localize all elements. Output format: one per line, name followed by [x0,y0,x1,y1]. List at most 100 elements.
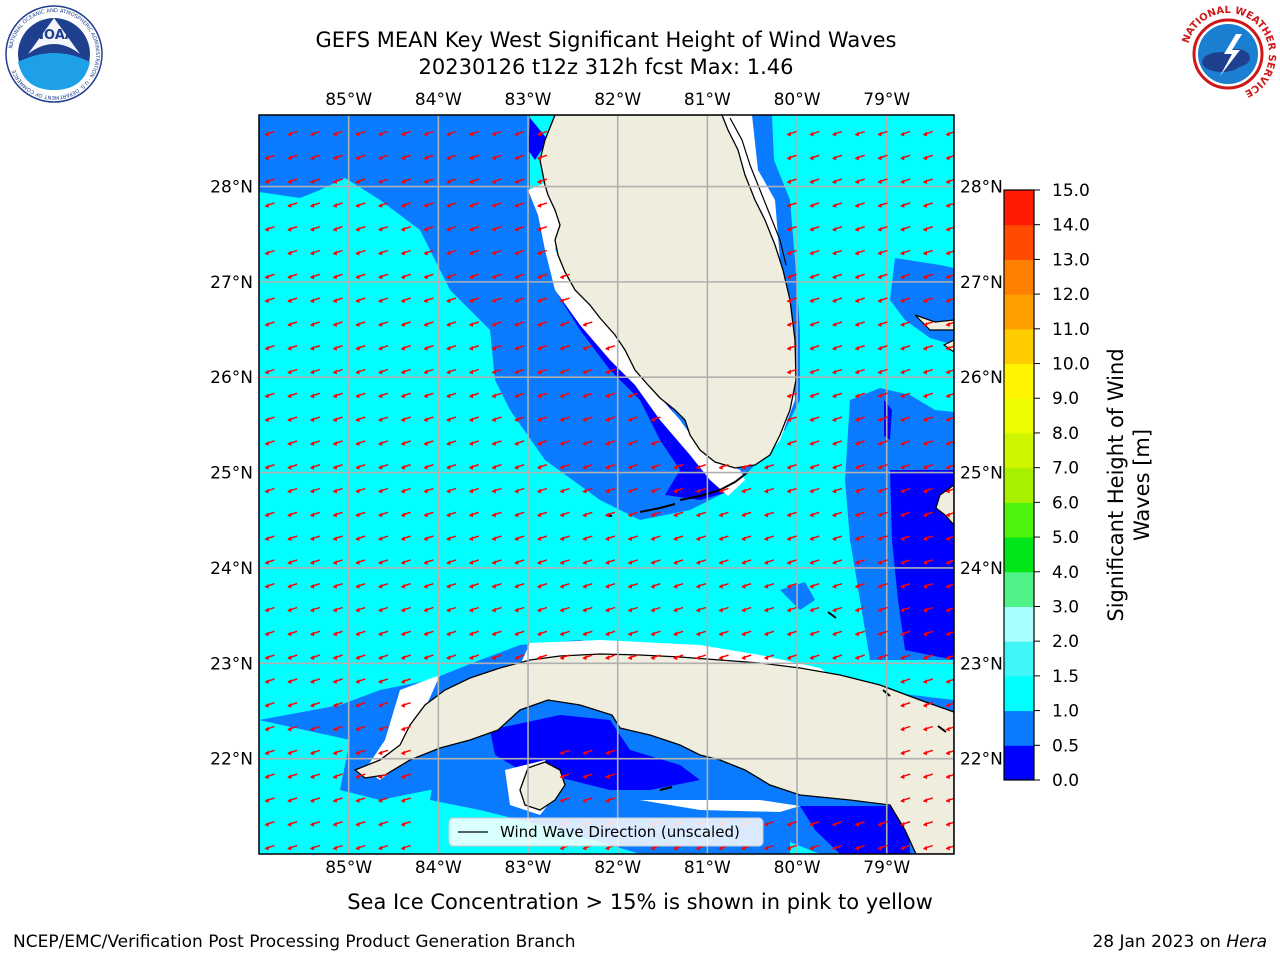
wave-direction-arrow [514,464,525,470]
wave-direction-arrow [491,559,502,565]
wave-direction-arrow [400,583,411,589]
lon-tick-label: 85°W [325,90,372,110]
lon-tick-label: 84°W [415,858,462,878]
wave-direction-arrow [514,321,525,327]
wave-direction-arrow [264,226,275,232]
wave-direction-arrow [945,488,954,494]
wave-direction-arrow [423,511,434,518]
colorbar-segment [1004,571,1034,607]
wave-direction-arrow [378,178,389,184]
wave-direction-arrow [423,559,434,565]
wave-direction-arrow [332,154,343,161]
wave-direction-arrow [491,202,502,208]
wave-direction-arrow [332,797,343,803]
wave-direction-arrow [605,749,616,756]
wave-direction-arrow [922,178,934,184]
wave-direction-arrow [854,583,865,589]
wave-direction-arrow [900,440,911,446]
wave-direction-arrow [582,797,593,803]
wave-direction-arrow [786,297,797,303]
wave-direction-arrow [900,749,911,756]
lat-tick-label: 27°N [960,273,1003,293]
wave-direction-arrow [309,297,321,303]
wave-direction-arrow [605,654,616,660]
wave-direction-arrow [854,821,865,827]
wave-direction-arrow [355,345,366,351]
wave-direction-arrow [559,797,570,803]
wave-direction-arrow [355,535,366,541]
wave-direction-arrow [809,154,820,161]
wave-direction-arrow [287,749,298,756]
lon-tick-label: 85°W [325,858,372,878]
wave-direction-arrow [378,249,389,256]
wave-direction-arrow [264,654,275,660]
wave-direction-arrow [514,154,525,161]
wave-direction-arrow [627,535,638,541]
wave-direction-arrow [945,821,954,827]
wave-direction-arrow [332,702,343,708]
wave-direction-arrow [378,321,389,327]
wave-direction-arrow [491,583,502,589]
wave-direction-arrow [786,654,797,660]
wave-direction-arrow [945,750,954,756]
colorbar-tick-label: 11.0 [1052,320,1090,340]
wave-direction-arrow [877,249,888,256]
wave-direction-arrow [809,583,820,589]
wave-direction-arrow [536,654,548,660]
colorbar-tick-label: 10.0 [1052,355,1090,375]
lat-tick-label: 24°N [210,559,253,579]
wave-direction-arrow [741,464,752,470]
wave-direction-arrow [468,416,480,422]
wave-direction-arrow [423,345,434,351]
wave-direction-arrow [536,630,548,637]
wave-direction-arrow [400,630,411,637]
wave-direction-arrow [423,630,434,637]
wave-direction-arrow [559,559,570,565]
wave-direction-arrow [491,511,502,518]
colorbar-segment [1004,537,1034,573]
wave-direction-arrow [468,321,480,327]
wave-direction-arrow [559,440,570,446]
wave-direction-arrow [945,678,954,684]
wave-direction-arrow [309,749,321,756]
lat-tick-label: 26°N [210,368,253,388]
wave-direction-arrow [378,440,389,446]
wave-direction-arrow [491,606,502,613]
wave-direction-arrow [877,440,888,446]
wave-direction-arrow [945,345,954,351]
wave-direction-arrow [832,583,843,589]
wave-direction-arrow [900,249,911,256]
colorbar-segment [1004,710,1034,746]
wave-direction-arrow [309,678,321,684]
wave-direction-arrow [355,773,366,779]
wave-direction-arrow [945,607,954,613]
lat-tick-label: 22°N [210,750,253,770]
wave-direction-arrow [650,559,661,565]
wave-direction-arrow [378,535,389,541]
wave-direction-arrow [309,535,321,541]
wave-direction-arrow [832,416,843,422]
wave-direction-arrow [900,654,911,660]
wave-direction-arrow [423,368,434,375]
wave-direction-arrow [264,844,275,851]
wave-direction-arrow [695,630,707,637]
wave-direction-arrow [922,297,934,303]
wave-direction-arrow [423,392,434,399]
wave-direction-arrow [582,345,593,351]
wave-direction-arrow [446,321,457,327]
lon-tick-label: 83°W [505,90,552,110]
wave-direction-arrow [400,773,411,779]
wave-direction-arrow [400,487,411,494]
wave-direction-arrow [264,487,275,494]
wave-direction-arrow [627,606,638,613]
wave-direction-arrow [468,464,480,470]
wave-direction-arrow [922,345,934,351]
wave-direction-arrow [854,606,865,613]
wave-direction-arrow [287,844,298,851]
wave-direction-arrow [332,440,343,446]
chart-subtitle: 20230126 t12z 312h fcst Max: 1.46 [418,55,794,79]
wave-direction-arrow [877,273,888,280]
wave-direction-arrow [355,368,366,375]
wave-direction-arrow [332,130,343,137]
wave-direction-arrow [536,368,548,375]
